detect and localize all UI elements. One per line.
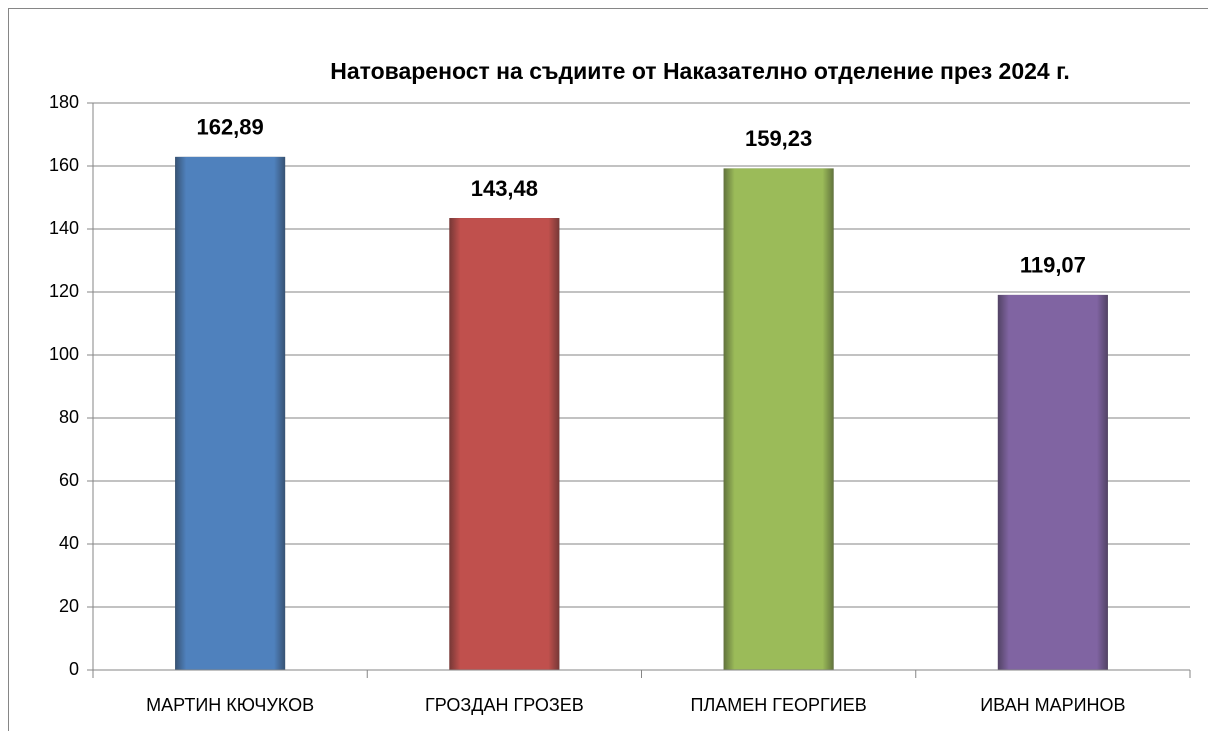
data-label: 119,07 (1020, 253, 1086, 278)
bar (449, 218, 560, 670)
bar (175, 156, 286, 671)
y-tick-label: 60 (59, 470, 79, 490)
x-tick-label: ПЛАМЕН ГЕОРГИЕВ (691, 695, 867, 715)
data-label: 162,89 (196, 115, 263, 140)
y-tick-label: 160 (49, 155, 79, 175)
x-tick-label: ГРОЗДАН ГРОЗЕВ (425, 695, 584, 715)
y-tick-label: 180 (49, 92, 79, 112)
y-tick-label: 140 (49, 218, 79, 238)
data-label: 159,23 (745, 126, 812, 151)
y-tick-label: 20 (59, 596, 79, 616)
bar (723, 168, 834, 670)
y-tick-label: 80 (59, 407, 79, 427)
bar (997, 294, 1108, 670)
y-tick-label: 40 (59, 533, 79, 553)
data-label: 143,48 (471, 176, 538, 201)
x-tick-label: МАРТИН КЮЧУКОВ (146, 695, 314, 715)
chart-title: Натовареност на съдиите от Наказателно о… (330, 58, 1070, 84)
x-tick-label: ИВАН МАРИНОВ (980, 695, 1125, 715)
y-tick-label: 100 (49, 344, 79, 364)
y-tick-label: 120 (49, 281, 79, 301)
y-tick-label: 0 (69, 659, 79, 679)
